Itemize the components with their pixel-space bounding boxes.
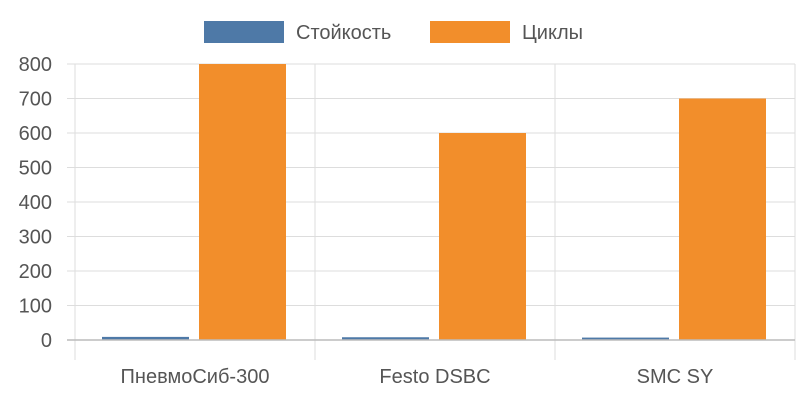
y-tick-label: 500	[19, 158, 52, 180]
grid-layer	[67, 63, 796, 360]
bars-layer	[102, 64, 766, 340]
y-tick-label: 700	[19, 89, 52, 111]
legend-swatch[interactable]	[430, 21, 510, 43]
y-tick-label: 0	[41, 330, 52, 352]
x-tick-label: SMC SY	[637, 366, 714, 388]
y-tick-label: 400	[19, 192, 52, 214]
bar-series-1[interactable]	[342, 337, 429, 340]
bar-series-2[interactable]	[199, 64, 286, 340]
x-tick-label: ПневмоСиб-300	[121, 366, 270, 388]
axis-layer: 0 100 200 300 400 500 600 700 800 ПневмоСиб-300 Fe…	[19, 54, 795, 388]
bar-series-2[interactable]	[439, 133, 526, 340]
legend-label[interactable]: Стойкость	[296, 22, 391, 44]
y-tick-label: 600	[19, 123, 52, 145]
legend-swatch[interactable]	[204, 21, 284, 43]
bar-series-2[interactable]	[679, 98, 766, 341]
y-tick-label: 300	[19, 227, 52, 249]
x-tick-label: Festo DSBC	[379, 366, 490, 388]
bar-series-1[interactable]	[582, 337, 669, 340]
y-tick-label: 200	[19, 261, 52, 283]
bar-series-1[interactable]	[102, 336, 189, 340]
legend-label[interactable]: Циклы	[522, 22, 583, 44]
legend: Стойкость Циклы	[204, 21, 583, 44]
y-tick-label: 100	[19, 296, 52, 318]
y-tick-label: 800	[19, 54, 52, 76]
